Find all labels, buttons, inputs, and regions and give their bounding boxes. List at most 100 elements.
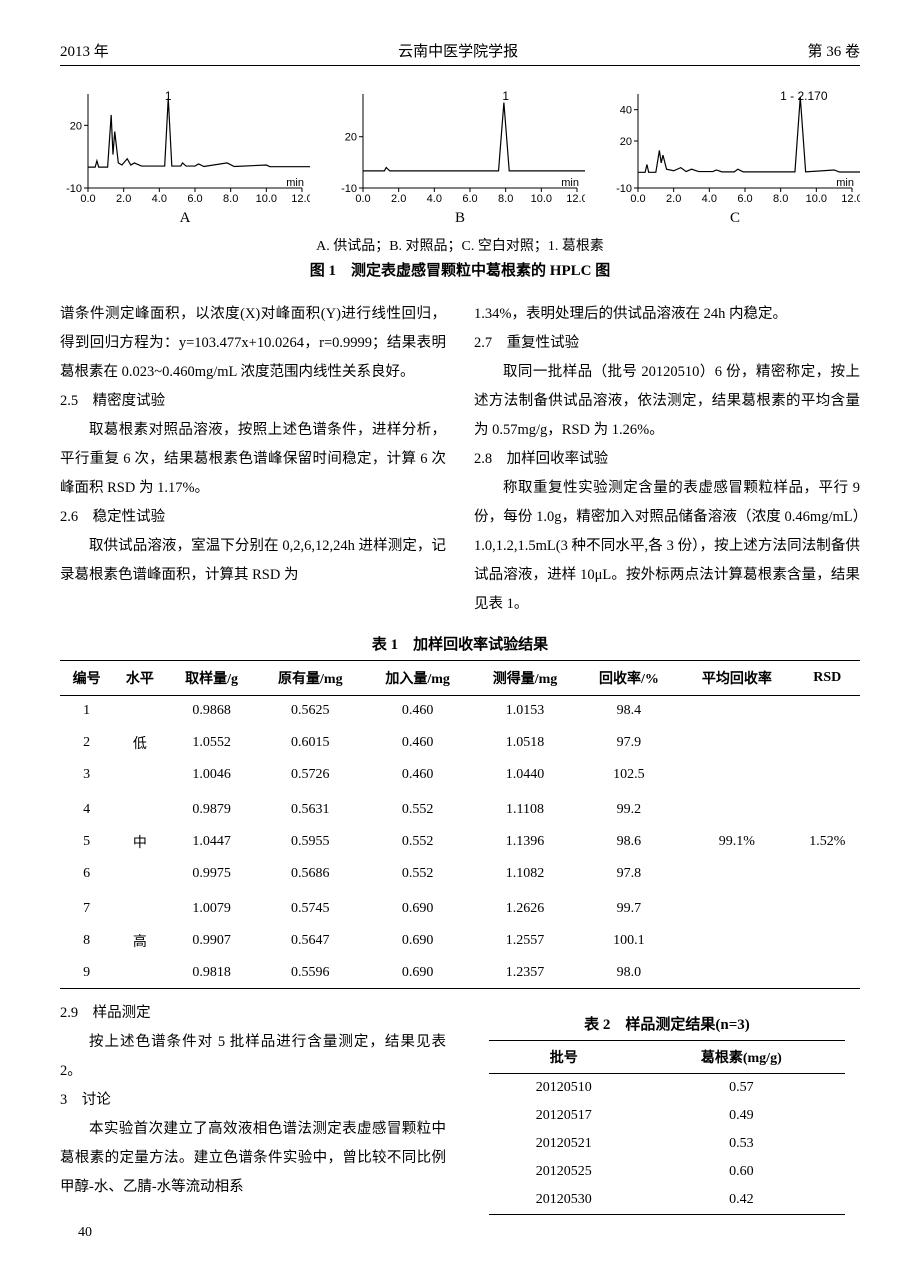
table-cell: 1.0153 [471,696,578,727]
table-cell: 0.9868 [167,696,257,727]
table-cell: 99.1% [679,825,794,859]
svg-text:12.0: 12.0 [566,193,585,205]
table-cell: 0.9818 [167,958,257,989]
bottom-left: 2.9 样品测定 按上述色谱条件对 5 批样品进行含量测定，结果见表 2。 3 … [60,999,446,1215]
header-left: 2013 年 [60,40,109,61]
table-cell: 7 [60,889,113,924]
table-cell [113,760,166,790]
table-cell: 中 [113,825,166,859]
svg-text:4.0: 4.0 [702,193,717,205]
table-2: 批号葛根素(mg/g) 201205100.57201205170.492012… [489,1040,844,1215]
table-cell: 20120530 [489,1186,638,1215]
table-cell: 98.4 [579,696,679,727]
svg-text:6.0: 6.0 [187,193,202,205]
svg-text:6.0: 6.0 [462,193,477,205]
table-header: 葛根素(mg/g) [638,1041,844,1074]
table-2-title: 表 2 样品测定结果(n=3) [474,1013,860,1034]
heading-3: 3 讨论 [60,1086,446,1115]
table-header: 批号 [489,1041,638,1074]
svg-text:12.0: 12.0 [291,193,310,205]
table-row: 40.98790.56310.5521.110899.2 [60,790,860,825]
table-row: 201205300.42 [489,1186,844,1215]
table-row: 2低1.05520.60150.4601.051897.9 [60,726,860,760]
heading-2-7: 2.7 重复性试验 [474,329,860,358]
svg-text:20: 20 [620,136,632,148]
table-cell [113,859,166,889]
table-cell: 20120521 [489,1130,638,1158]
table-cell: 1.1082 [471,859,578,889]
table-cell: 0.5955 [257,825,364,859]
table-row: 60.99750.56860.5521.108297.8 [60,859,860,889]
body-columns: 谱条件测定峰面积，以浓度(X)对峰面积(Y)进行线性回归，得到回归方程为：y=1… [60,300,860,619]
svg-text:20: 20 [345,132,357,144]
table-cell: 0.552 [364,790,471,825]
table-cell [113,958,166,989]
table-cell: 99.7 [579,889,679,924]
para-2-9: 按上述色谱条件对 5 批样品进行含量测定，结果见表 2。 [60,1028,446,1086]
svg-text:20: 20 [70,120,82,132]
table-cell: 0.5625 [257,696,364,727]
svg-text:4.0: 4.0 [427,193,442,205]
table-cell: 1.1396 [471,825,578,859]
table-1: 编号水平取样量/g原有量/mg加入量/mg测得量/mg回收率/%平均回收率RSD… [60,660,860,989]
svg-text:min: min [836,177,854,189]
chart-a: -10200.02.04.06.08.010.012.0min1A [60,86,310,227]
page-header: 2013 年 云南中医学院学报 第 36 卷 [60,40,860,66]
table-cell: 0.690 [364,958,471,989]
table-cell: 1.2357 [471,958,578,989]
table-cell: 8 [60,924,113,958]
table-header: 原有量/mg [257,661,364,696]
heading-2-8: 2.8 加样回收率试验 [474,445,860,474]
table-row: 90.98180.55960.6901.235798.0 [60,958,860,989]
right-column: 1.34%，表明处理后的供试品溶液在 24h 内稳定。 2.7 重复性试验 取同… [474,300,860,619]
para-3: 本实验首次建立了高效液相色谱法测定表虚感冒颗粒中葛根素的定量方法。建立色谱条件实… [60,1115,446,1202]
table-row: 5中1.04470.59550.5521.139698.699.1%1.52% [60,825,860,859]
table-cell: 0.49 [638,1102,844,1130]
table-cell: 1 [60,696,113,727]
table-cell: 0.460 [364,726,471,760]
svg-text:8.0: 8.0 [773,193,788,205]
table-cell: 4 [60,790,113,825]
table-cell: 99.2 [579,790,679,825]
svg-text:8.0: 8.0 [498,193,513,205]
para-2-5: 取葛根素对照品溶液，按照上述色谱条件，进样分析，平行重复 6 次，结果葛根素色谱… [60,416,446,503]
table-header: 取样量/g [167,661,257,696]
table-header: RSD [795,661,860,696]
table-cell: 20120510 [489,1074,638,1103]
heading-2-5: 2.5 精密度试验 [60,387,446,416]
table-cell: 0.9907 [167,924,257,958]
table-row: 201205170.49 [489,1102,844,1130]
table-cell: 1.0518 [471,726,578,760]
chart-b: -10200.02.04.06.08.010.012.0min1B [335,86,585,227]
table-cell: 98.6 [579,825,679,859]
table-cell: 0.552 [364,859,471,889]
svg-text:0.0: 0.0 [355,193,370,205]
table-header: 水平 [113,661,166,696]
bottom-section: 2.9 样品测定 按上述色谱条件对 5 批样品进行含量测定，结果见表 2。 3 … [60,999,860,1215]
svg-text:10.0: 10.0 [531,193,552,205]
table-cell: 5 [60,825,113,859]
figure-1-charts: -10200.02.04.06.08.010.012.0min1A -10200… [60,86,860,227]
table-cell: 0.5647 [257,924,364,958]
svg-text:0.0: 0.0 [80,193,95,205]
table-cell: 9 [60,958,113,989]
table-cell: 1.2557 [471,924,578,958]
table-row: 8高0.99070.56470.6901.2557100.1 [60,924,860,958]
table-cell: 0.9879 [167,790,257,825]
table-cell: 1.0046 [167,760,257,790]
heading-2-9: 2.9 样品测定 [60,999,446,1028]
table-cell: 1.0552 [167,726,257,760]
table-header: 测得量/mg [471,661,578,696]
table-cell [113,696,166,727]
svg-text:40: 40 [620,105,632,117]
table-cell: 0.460 [364,760,471,790]
table-cell: 0.690 [364,889,471,924]
table-cell: 0.552 [364,825,471,859]
svg-text:2.0: 2.0 [391,193,406,205]
para-linearity: 谱条件测定峰面积，以浓度(X)对峰面积(Y)进行线性回归，得到回归方程为：y=1… [60,300,446,387]
table-cell: 98.0 [579,958,679,989]
svg-text:0.0: 0.0 [630,193,645,205]
table-header: 加入量/mg [364,661,471,696]
table-cell: 0.5726 [257,760,364,790]
table-cell: 0.5631 [257,790,364,825]
